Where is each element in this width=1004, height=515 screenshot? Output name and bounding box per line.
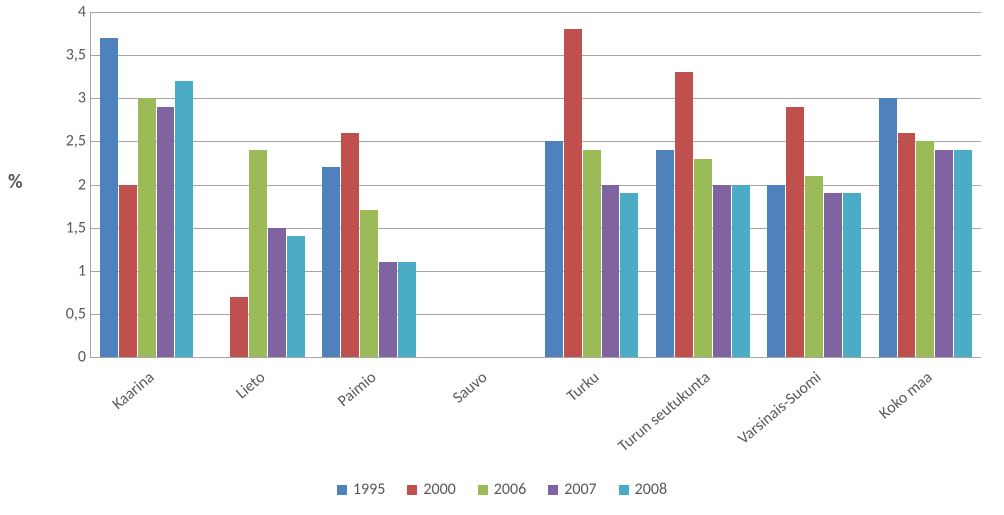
bar: [620, 193, 638, 357]
legend-item: 2007: [548, 480, 596, 499]
bars: [434, 12, 527, 357]
bar: [249, 150, 267, 357]
x-axis-labels: Kaarina Lieto Paimio Sauvo Turku Turun seutuk…: [90, 360, 980, 470]
bar: [954, 150, 972, 357]
y-tick-label: 3: [50, 89, 86, 108]
legend: 1995 2000 2006 2007 2008: [0, 480, 1004, 499]
bar: [268, 228, 286, 357]
bar: [824, 193, 842, 357]
legend-swatch: [478, 485, 488, 495]
y-tick-label: 3,5: [50, 46, 86, 65]
bar: [341, 133, 359, 357]
y-tick-label: 1: [50, 261, 86, 280]
bar: [119, 185, 137, 358]
y-tick-label: 0,5: [50, 304, 86, 323]
bar-group: [202, 12, 313, 357]
bar: [786, 107, 804, 357]
bar: [138, 98, 156, 357]
bar: [100, 38, 118, 357]
bar-group: [425, 12, 536, 357]
bar: [713, 185, 731, 358]
bar: [545, 141, 563, 357]
bar: [230, 297, 248, 357]
bar: [935, 150, 953, 357]
bar: [398, 262, 416, 357]
x-label-slot: Koko maa: [869, 360, 980, 470]
bars: [322, 12, 415, 357]
bar: [694, 159, 712, 357]
bar-group: [870, 12, 981, 357]
plot-area: [90, 12, 981, 358]
y-tick-label: 4: [50, 3, 86, 22]
legend-item: 2008: [619, 480, 667, 499]
legend-swatch: [407, 485, 417, 495]
x-label-slot: Lieto: [201, 360, 312, 470]
bars: [879, 12, 972, 357]
x-axis-label: Paimio: [334, 368, 380, 411]
x-label-slot: Turun seutukunta: [646, 360, 757, 470]
y-tick-label: 2,5: [50, 132, 86, 151]
x-label-slot: Kaarina: [90, 360, 201, 470]
bars: [545, 12, 638, 357]
y-axis-label: %: [8, 170, 23, 194]
bar: [287, 236, 305, 357]
x-axis-label: Kaarina: [108, 368, 158, 414]
bar: [360, 210, 378, 357]
legend-label: 2006: [494, 480, 526, 499]
bars: [656, 12, 749, 357]
bar: [175, 81, 193, 357]
bar-group: [536, 12, 647, 357]
bar: [379, 262, 397, 357]
bar: [675, 72, 693, 357]
legend-label: 1995: [353, 480, 385, 499]
x-axis-label: Koko maa: [876, 368, 937, 423]
bar: [767, 185, 785, 358]
legend-label: 2000: [423, 480, 455, 499]
legend-item: 1995: [337, 480, 385, 499]
y-tick-label: 2: [50, 175, 86, 194]
x-label-slot: Varsinais-Suomi: [758, 360, 869, 470]
bar: [916, 141, 934, 357]
bar: [879, 98, 897, 357]
bar: [732, 185, 750, 358]
x-axis-label: Lieto: [232, 368, 269, 403]
bar: [583, 150, 601, 357]
bar: [322, 167, 340, 357]
bar: [602, 185, 620, 358]
bar-group: [759, 12, 870, 357]
bar: [564, 29, 582, 357]
legend-label: 2007: [564, 480, 596, 499]
chart-container: % 0 0,5 1 1,5 2 2,5 3 3,5 4 Kaarina Lieto Paimio Sa…: [0, 0, 1004, 515]
bar-groups: [91, 12, 981, 357]
bar: [898, 133, 916, 357]
y-tick-label: 0: [50, 348, 86, 367]
bar: [157, 107, 175, 357]
bars: [100, 12, 193, 357]
bar-group: [91, 12, 202, 357]
bar-group: [647, 12, 758, 357]
legend-label: 2008: [635, 480, 667, 499]
x-label-slot: Paimio: [313, 360, 424, 470]
bar-group: [314, 12, 425, 357]
legend-item: 2006: [478, 480, 526, 499]
bar: [656, 150, 674, 357]
bars: [767, 12, 860, 357]
x-axis-label: Sauvo: [450, 368, 492, 408]
x-label-slot: Sauvo: [424, 360, 535, 470]
legend-swatch: [548, 485, 558, 495]
x-axis-label: Turku: [563, 368, 603, 406]
legend-item: 2000: [407, 480, 455, 499]
bar: [843, 193, 861, 357]
legend-swatch: [337, 485, 347, 495]
bars: [211, 12, 304, 357]
legend-swatch: [619, 485, 629, 495]
bar: [805, 176, 823, 357]
y-tick-label: 1,5: [50, 218, 86, 237]
